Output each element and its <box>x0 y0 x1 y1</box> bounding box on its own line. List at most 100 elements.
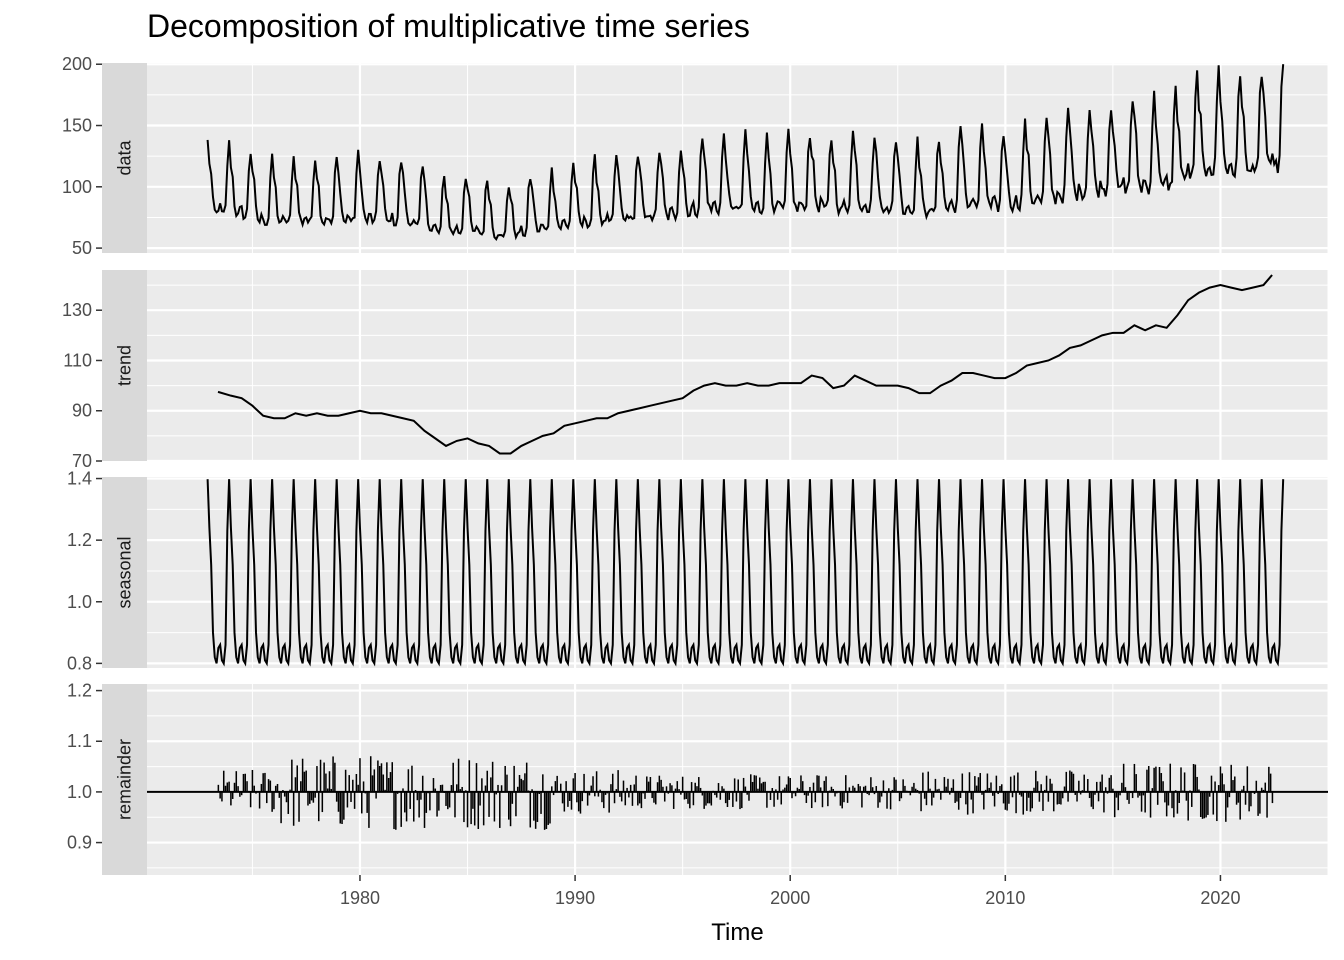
remainder-bar <box>518 774 521 792</box>
remainder-bar <box>233 782 236 792</box>
remainder-bar <box>913 782 915 792</box>
panel-background <box>147 270 1328 461</box>
remainder-bar <box>337 791 340 812</box>
remainder-bar <box>283 791 286 797</box>
remainder-bar <box>873 791 876 795</box>
remainder-bar <box>827 791 829 807</box>
remainder-bar <box>663 791 666 802</box>
remainder-bar <box>386 762 388 792</box>
remainder-bar <box>1139 791 1141 796</box>
remainder-bar <box>1115 791 1118 798</box>
remainder-bar <box>1225 791 1227 822</box>
remainder-bar <box>628 791 630 798</box>
remainder-bar <box>1131 791 1134 799</box>
remainder-bar <box>658 775 661 792</box>
remainder-bar <box>421 775 424 792</box>
x-tick-label: 1990 <box>555 888 595 908</box>
remainder-bar <box>721 786 723 792</box>
remainder-bar <box>253 785 255 792</box>
remainder-bar <box>559 783 562 792</box>
remainder-bar <box>420 791 422 800</box>
remainder-bar <box>1259 791 1261 814</box>
remainder-bar <box>389 772 392 792</box>
y-tick-label: 90 <box>72 401 92 421</box>
remainder-bar <box>834 791 836 797</box>
remainder-bar <box>554 781 557 792</box>
panel-strip <box>102 477 147 668</box>
remainder-bar <box>1207 791 1209 815</box>
remainder-bar <box>1232 780 1234 792</box>
remainder-bar <box>1044 789 1046 792</box>
remainder-bar <box>997 791 999 795</box>
remainder-bar <box>378 765 381 792</box>
remainder-bar <box>724 791 727 804</box>
remainder-bar <box>753 775 756 792</box>
remainder-bar <box>968 772 971 792</box>
remainder-bar <box>495 791 497 795</box>
remainder-bar <box>965 791 967 805</box>
panel-strip <box>102 270 147 461</box>
remainder-bar <box>1271 791 1274 804</box>
remainder-bar <box>1187 791 1189 821</box>
remainder-bar <box>344 769 347 792</box>
remainder-bar <box>810 791 813 809</box>
remainder-bar <box>776 791 779 800</box>
remainder-bar <box>1226 791 1229 808</box>
remainder-bar <box>1142 791 1145 796</box>
remainder-bar <box>988 787 990 792</box>
remainder-bar <box>1140 791 1143 812</box>
remainder-bar <box>224 785 227 792</box>
remainder-bar <box>1269 773 1272 792</box>
remainder-bar <box>608 791 610 813</box>
remainder-bar <box>357 784 359 792</box>
remainder-bar <box>371 775 374 792</box>
remainder-bar <box>694 782 696 792</box>
remainder-bar <box>237 786 239 792</box>
remainder-bar <box>543 791 546 830</box>
remainder-bar <box>590 785 592 792</box>
remainder-bar <box>669 783 671 792</box>
remainder-bar <box>565 781 567 792</box>
remainder-bar <box>979 773 981 792</box>
remainder-bar <box>597 791 600 797</box>
remainder-bar <box>947 778 949 792</box>
remainder-bar <box>409 791 411 809</box>
remainder-bar <box>613 791 616 804</box>
remainder-bar <box>488 791 490 817</box>
remainder-bar <box>706 791 709 804</box>
remainder-bar <box>803 791 806 796</box>
remainder-bar <box>500 785 503 792</box>
remainder-bar <box>839 791 842 806</box>
remainder-bar <box>898 791 901 802</box>
remainder-bar <box>395 791 397 830</box>
remainder-bar <box>626 787 628 792</box>
remainder-bar <box>943 777 946 792</box>
remainder-bar <box>325 773 327 792</box>
remainder-bar <box>744 786 747 792</box>
remainder-bar <box>341 791 343 824</box>
remainder-bar <box>708 791 711 804</box>
remainder-bar <box>823 780 826 792</box>
remainder-bar <box>230 791 232 806</box>
remainder-bar <box>981 791 983 795</box>
remainder-bar <box>249 791 252 808</box>
remainder-bar <box>966 791 969 815</box>
remainder-bar <box>346 791 349 808</box>
remainder-bar <box>436 791 438 817</box>
remainder-bar <box>735 791 738 802</box>
remainder-bar <box>1173 791 1175 818</box>
remainder-bar <box>441 784 444 792</box>
remainder-bar <box>592 776 594 792</box>
remainder-bar <box>348 775 350 792</box>
remainder-bar <box>1194 764 1197 792</box>
panel-seasonal: 0.8 1.0 1.2 1.4 seasonal <box>67 469 1329 673</box>
remainder-bar <box>932 791 935 798</box>
remainder-bar <box>764 781 766 792</box>
remainder-bar <box>461 786 463 792</box>
remainder-bar <box>1192 764 1195 792</box>
remainder-bar <box>334 762 336 792</box>
panel-strip-label: seasonal <box>115 536 135 608</box>
x-tick-label: 1980 <box>340 888 380 908</box>
remainder-bar <box>1122 763 1125 792</box>
remainder-bar <box>683 791 686 800</box>
